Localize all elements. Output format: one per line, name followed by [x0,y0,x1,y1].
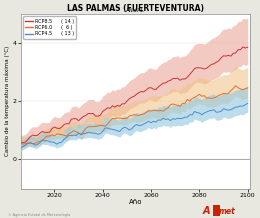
Legend: RCP8.5      ( 14 ), RCP6.0      (  6 ), RCP4.5      ( 13 ): RCP8.5 ( 14 ), RCP6.0 ( 6 ), RCP4.5 ( 13… [23,16,76,39]
Text: A: A [203,206,210,216]
Title: LAS PALMAS (FUERTEVENTURA): LAS PALMAS (FUERTEVENTURA) [67,4,204,13]
Text: © Agencia Estatal de Meteorología: © Agencia Estatal de Meteorología [8,213,70,217]
X-axis label: Año: Año [129,199,142,205]
Text: E: E [213,206,220,216]
Text: ANUAL: ANUAL [126,8,145,13]
Text: met: met [218,207,235,216]
Y-axis label: Cambio de la temperatura máxima (°C): Cambio de la temperatura máxima (°C) [4,46,10,156]
